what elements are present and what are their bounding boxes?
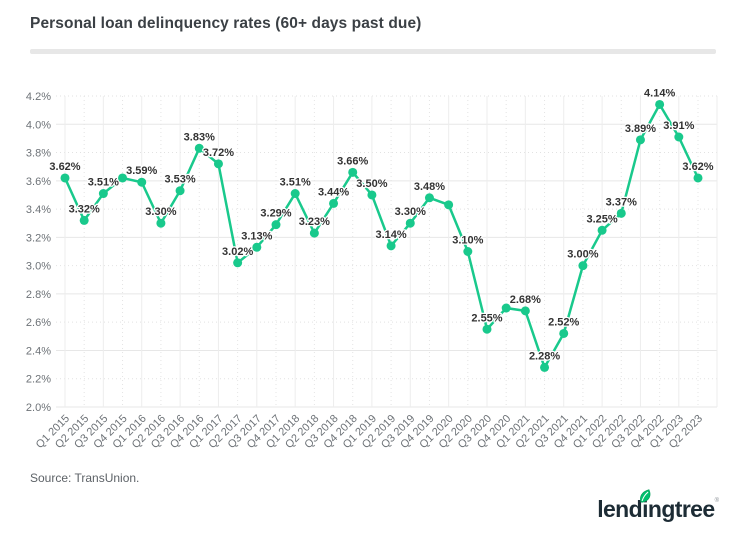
data-point-marker[interactable] (463, 247, 473, 256)
data-point-label: 3.62% (682, 161, 713, 173)
y-axis-tick-label: 2.8% (26, 289, 51, 301)
data-point-marker[interactable] (559, 328, 569, 338)
leaf-icon (640, 489, 651, 503)
data-point-marker[interactable] (60, 173, 70, 183)
data-point-marker[interactable] (79, 215, 89, 225)
data-point-label: 3.23% (299, 216, 330, 228)
data-point-marker[interactable] (540, 362, 550, 372)
data-point-marker[interactable] (194, 143, 204, 153)
data-point-label: 3.51% (88, 177, 119, 189)
y-axis-tick-label: 2.4% (26, 345, 51, 357)
data-point-marker[interactable] (367, 190, 377, 200)
data-point-label: 3.53% (164, 174, 195, 186)
data-point-marker[interactable] (674, 132, 684, 142)
data-point-marker[interactable] (578, 261, 588, 271)
data-point-label: 3.89% (625, 123, 656, 135)
data-point-label: 3.13% (241, 230, 272, 242)
data-point-label: 3.32% (69, 203, 100, 215)
data-point-marker[interactable] (156, 218, 166, 228)
data-point-marker[interactable] (175, 186, 185, 196)
delinquency-line-chart: 4.2% 4.0% 3.8% 3.6% 3.4% 3.2% 3.0% 2.8% 2.6% 2.4%… (26, 86, 718, 451)
y-axis-tick-label: 3.2% (26, 232, 51, 244)
data-point-marker[interactable] (271, 220, 281, 230)
data-point-label: 3.02% (222, 246, 253, 258)
data-point-marker[interactable] (233, 258, 243, 268)
y-axis-tick-label: 2.0% (26, 402, 51, 414)
data-point-marker[interactable] (290, 189, 300, 199)
data-point-label: 3.37% (606, 196, 637, 208)
data-point-label: 2.68% (510, 294, 541, 306)
data-point-marker[interactable] (693, 173, 703, 183)
y-axis-tick-label: 3.8% (26, 148, 51, 160)
data-point-marker[interactable] (309, 228, 319, 238)
data-point-label: 3.25% (586, 213, 617, 225)
data-point-label: 3.48% (414, 181, 445, 193)
data-point-marker[interactable] (444, 200, 454, 210)
title-divider (30, 49, 716, 54)
y-axis-tick-label: 3.0% (26, 261, 51, 273)
data-point-label: 3.51% (280, 177, 311, 189)
data-point-label: 3.14% (375, 229, 406, 241)
data-point-marker[interactable] (329, 198, 339, 208)
data-point-label: 3.59% (126, 165, 157, 177)
data-point-label: 2.52% (548, 316, 579, 328)
data-point-label: 3.44% (318, 186, 349, 198)
data-point-marker[interactable] (252, 242, 262, 252)
y-axis-tick-label: 2.2% (26, 374, 51, 386)
data-point-marker[interactable] (348, 167, 358, 177)
data-point-marker[interactable] (520, 306, 530, 316)
data-point-label: 3.50% (356, 178, 387, 190)
data-point-marker[interactable] (616, 208, 626, 218)
data-point-marker[interactable] (424, 193, 434, 203)
data-point-marker[interactable] (501, 303, 511, 313)
data-point-label: 3.10% (452, 235, 483, 247)
data-point-label: 3.30% (395, 206, 426, 218)
data-point-marker[interactable] (405, 218, 415, 228)
data-point-label: 4.14% (644, 87, 675, 99)
data-point-marker[interactable] (655, 99, 665, 109)
lendingtree-wordmark: lendingtree (597, 496, 715, 522)
data-point-marker[interactable] (386, 241, 396, 251)
y-axis-tick-label: 3.6% (26, 176, 51, 188)
data-point-label: 3.72% (203, 147, 234, 159)
data-point-label: 3.66% (337, 155, 368, 167)
y-axis-tick-label: 4.2% (26, 91, 51, 103)
data-point-label: 3.83% (184, 131, 215, 143)
data-point-label: 3.00% (567, 249, 598, 261)
data-point-label: 3.29% (260, 208, 291, 220)
y-axis-tick-label: 3.4% (26, 204, 51, 216)
data-point-label: 2.28% (529, 350, 560, 362)
data-point-label: 3.91% (663, 120, 694, 132)
data-point-label: 3.62% (49, 161, 80, 173)
data-point-marker[interactable] (213, 159, 223, 169)
y-axis-tick-label: 2.6% (26, 317, 51, 329)
data-point-marker[interactable] (482, 324, 492, 334)
source-note: Source: TransUnion. (30, 471, 140, 485)
y-axis-tick-label: 4.0% (26, 119, 51, 131)
data-point-marker[interactable] (98, 189, 108, 199)
data-point-marker[interactable] (118, 173, 128, 183)
chart-title: Personal loan delinquency rates (60+ day… (30, 15, 422, 32)
data-point-label: 2.55% (471, 312, 502, 324)
registered-mark: ® (714, 498, 719, 504)
lendingtree-logo: lendingtree® (597, 489, 719, 528)
data-point-label: 3.30% (145, 206, 176, 218)
delinquency-rate-line (63, 103, 700, 369)
data-point-marker[interactable] (137, 177, 147, 187)
data-point-marker[interactable] (635, 135, 645, 145)
data-point-marker[interactable] (597, 225, 607, 235)
